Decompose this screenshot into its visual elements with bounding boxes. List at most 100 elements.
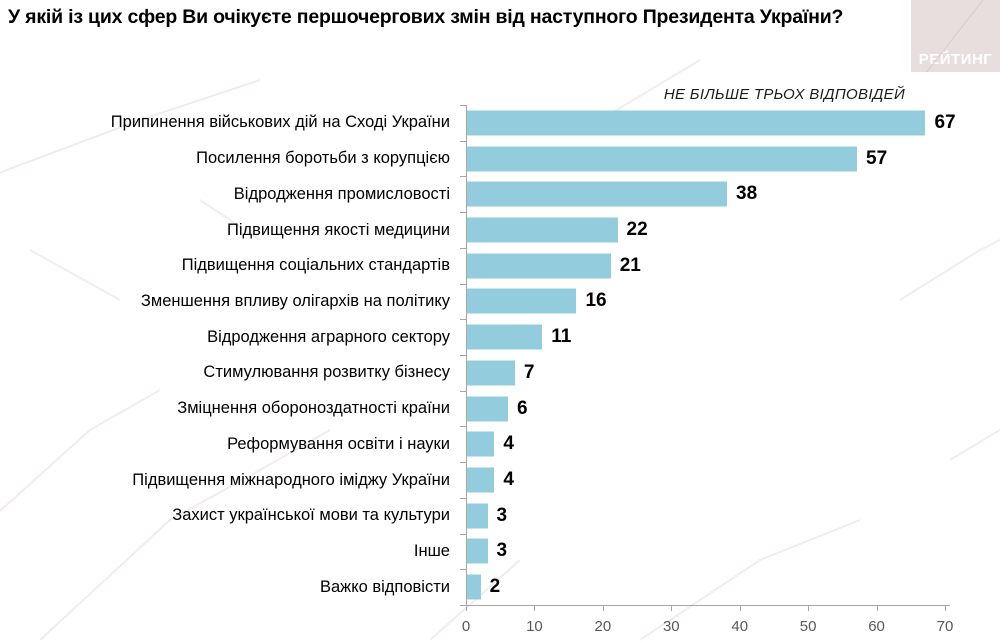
y-axis-tick <box>460 212 466 214</box>
value-label: 57 <box>866 147 888 169</box>
category-label: Зменшення впливу олігархів на політику <box>140 291 450 310</box>
bar-track: 6 <box>466 390 946 427</box>
x-axis-tick <box>671 606 673 611</box>
category-label: Реформування освіти і науки <box>227 434 450 453</box>
x-axis-tick-label: 20 <box>594 618 612 635</box>
value-label: 38 <box>736 183 758 205</box>
x-axis-tick-label: 0 <box>461 618 471 635</box>
y-axis-tick <box>460 390 466 392</box>
category-label: Важко відповісти <box>319 577 450 596</box>
bar <box>467 217 618 243</box>
bar-track: 4 <box>466 426 946 463</box>
value-label: 22 <box>626 219 648 241</box>
bar-track: 3 <box>466 497 946 534</box>
x-axis-tick-label: 60 <box>868 618 885 635</box>
category-label: Інше <box>413 541 450 560</box>
page-title: У якій із цих сфер Ви очікуєте першочерг… <box>8 6 844 28</box>
x-axis-tick-label: 30 <box>662 618 680 635</box>
category-label: Стимулювання розвитку бізнесу <box>203 363 450 382</box>
bar-track: 22 <box>466 212 946 248</box>
bar-row: Відродження аграрного сектору 11 <box>0 319 1000 356</box>
x-axis-tick <box>876 606 878 611</box>
y-axis-tick <box>460 462 466 464</box>
bar <box>467 360 515 386</box>
y-axis-tick <box>460 140 466 142</box>
y-axis-tick <box>460 426 466 428</box>
category-label: Припинення військових дій на Сході Украї… <box>110 113 450 132</box>
category-label: Підвищення міжнародного іміджу України <box>132 470 450 489</box>
bar <box>467 538 488 564</box>
category-label: Посилення боротьби з корупцією <box>196 149 450 168</box>
value-label: 6 <box>517 397 528 419</box>
x-axis-tick-label: 40 <box>731 618 749 635</box>
value-label: 16 <box>585 290 607 312</box>
bar-track: 3 <box>466 533 946 570</box>
bar-row: Посилення боротьби з корупцією 57 <box>0 140 1000 177</box>
bar-track: 4 <box>466 462 946 498</box>
bar-row: Відродження промисловості 38 <box>0 176 1000 213</box>
rating-logo: РЕЙТИНГ <box>911 0 1000 72</box>
bar-track: 11 <box>466 319 946 356</box>
value-label: 3 <box>496 504 508 526</box>
y-axis-tick <box>460 497 466 499</box>
y-axis-tick <box>460 283 466 285</box>
value-label: 2 <box>489 576 501 598</box>
category-label: Захист української мови та культури <box>172 506 450 525</box>
bar <box>467 146 858 172</box>
bar <box>467 503 488 529</box>
bar-row: Реформування освіти і науки 4 <box>0 426 1000 463</box>
chart-note: НЕ БІЛЬШЕ ТРЬОХ ВІДПОВІДЕЙ <box>663 86 905 103</box>
bar-row: Підвищення соціальних стандартів 21 <box>0 247 1000 284</box>
bar-row: Захист української мови та культури 3 <box>0 497 1000 534</box>
x-axis-tick-label: 10 <box>526 618 543 635</box>
bar <box>467 288 577 314</box>
value-label: 7 <box>523 361 535 383</box>
bar-row: Важко відповісти 2 <box>0 569 1000 606</box>
bar <box>467 181 728 207</box>
bar-chart: Припинення військових дій на Сході Украї… <box>0 105 1000 641</box>
bar <box>467 324 543 350</box>
bar-row: Припинення військових дій на Сході Украї… <box>0 105 1000 141</box>
value-label: 67 <box>934 111 956 133</box>
bar <box>467 574 481 600</box>
y-axis-tick <box>460 247 466 249</box>
bar <box>467 253 611 279</box>
bar-track: 57 <box>466 140 946 177</box>
rating-logo-text: РЕЙТИНГ <box>918 51 993 68</box>
x-axis-tick <box>945 606 946 611</box>
value-label: 4 <box>503 469 514 491</box>
value-label: 21 <box>619 254 641 276</box>
x-axis: 0 10 20 30 40 50 60 70 <box>462 605 953 642</box>
bar-track: 21 <box>466 247 946 284</box>
bar <box>467 467 495 493</box>
bar-row: Стимулювання розвитку бізнесу 7 <box>0 355 1000 391</box>
y-axis-tick <box>460 355 466 356</box>
y-axis-tick <box>460 605 466 606</box>
y-axis-tick <box>460 176 466 178</box>
x-axis-tick <box>534 606 536 611</box>
category-label: Зміцнення обороноздатності країни <box>177 399 450 418</box>
bar-rows: Припинення військових дій на Сході Украї… <box>0 105 1000 606</box>
y-axis-tick <box>460 569 466 571</box>
x-axis-tick <box>808 606 810 611</box>
bar-track: 38 <box>466 176 946 213</box>
bar-row: Підвищення якості медицини 22 <box>0 212 1000 248</box>
bar <box>467 396 509 422</box>
bar-row: Інше 3 <box>0 533 1000 570</box>
category-label: Підвищення соціальних стандартів <box>181 256 450 275</box>
bar-track: 2 <box>466 569 946 606</box>
value-label: 11 <box>551 326 572 348</box>
value-label: 4 <box>503 433 514 455</box>
category-label: Підвищення якості медицини <box>226 220 450 239</box>
x-axis-tick-label: 50 <box>799 618 817 635</box>
bar-track: 16 <box>466 283 946 320</box>
x-axis-tick <box>602 606 604 611</box>
bar-track: 67 <box>466 105 956 141</box>
x-axis-tick <box>466 606 467 611</box>
bar-row: Зменшення впливу олігархів на політику 16 <box>0 283 1000 320</box>
x-axis-tick <box>739 606 741 611</box>
bar-row: Підвищення міжнародного іміджу України 4 <box>0 462 1000 498</box>
category-label: Відродження аграрного сектору <box>207 327 450 346</box>
